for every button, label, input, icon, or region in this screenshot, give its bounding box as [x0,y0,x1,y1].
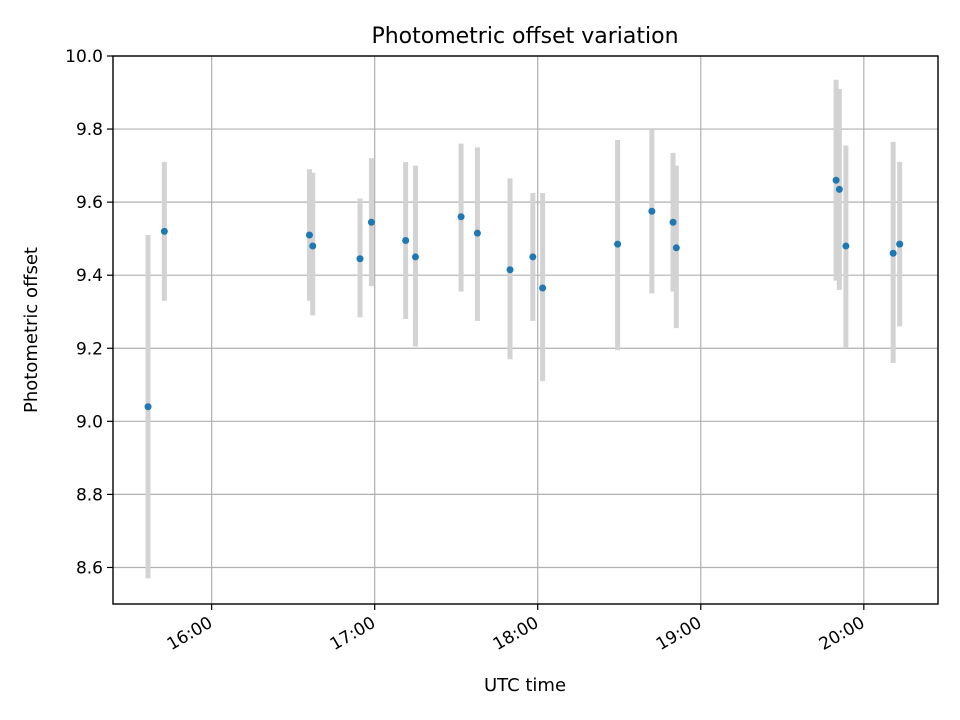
data-point [305,231,313,239]
data-point [835,185,843,193]
data-point [614,240,622,248]
data-point [411,253,419,261]
y-axis-label: Photometric offset [21,247,42,413]
y-tick-label: 10.0 [65,47,103,67]
x-tick-label: 16:00 [164,613,216,655]
data-point [144,403,152,411]
data-point [506,266,514,274]
data-point [842,242,850,250]
data-point [832,176,840,184]
data-point [672,244,680,252]
data-point [648,207,656,215]
data-point [539,284,547,292]
data-point [356,255,364,263]
tick-layer: 16:00 17:00 18:00 19:00 20:00 8.6 8.8 9.0 9.2 9.4… [65,47,868,655]
data-point [889,249,897,257]
y-tick-label: 8.6 [76,558,103,578]
y-tick-label: 9.6 [76,193,103,213]
y-tick-label: 9.4 [76,266,103,286]
data-point [896,240,904,248]
data-point [160,227,168,235]
data-point [473,229,481,237]
errorbar-layer [145,79,903,579]
y-tick-label: 8.8 [76,485,103,505]
point-layer [144,176,904,411]
plot-frame [112,55,939,605]
x-tick-label: 19:00 [653,613,705,655]
data-point [669,218,677,226]
data-point [402,236,410,244]
y-tick-label: 9.8 [76,120,103,140]
data-point [457,213,465,221]
y-tick-label: 9.2 [76,339,103,359]
data-point [367,218,375,226]
x-tick-label: 17:00 [327,613,379,655]
x-tick-label: 18:00 [490,613,542,655]
chart-title: Photometric offset variation [371,24,678,49]
x-tick-label: 20:00 [816,613,868,655]
grid-layer [113,55,938,604]
x-axis-label: UTC time [484,675,566,696]
data-point [529,253,537,261]
data-point [309,242,317,250]
y-tick-label: 9.0 [76,412,103,432]
